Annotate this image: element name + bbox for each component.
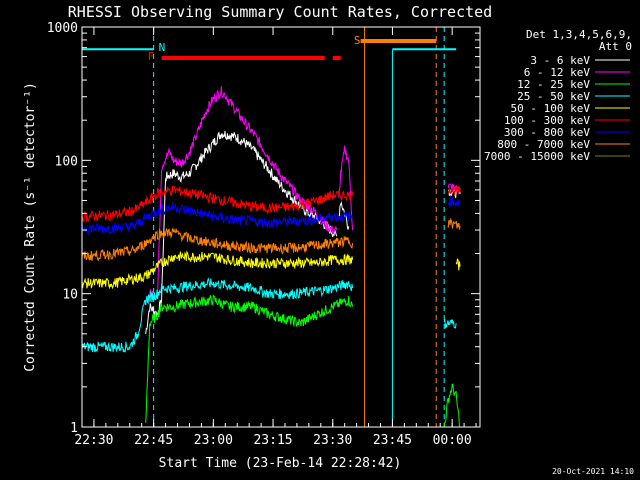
legend-entry: 3 - 6 keV	[530, 54, 590, 67]
series-line-7	[81, 227, 354, 262]
series-line-7	[447, 217, 461, 230]
series-line-4	[455, 258, 461, 271]
x-tick-label: 23:00	[194, 433, 233, 448]
legend-entry: 300 - 800 keV	[504, 126, 590, 139]
legend-entry: 50 - 100 keV	[511, 102, 591, 115]
series-line-5	[447, 185, 461, 196]
x-tick-label: 23:15	[253, 433, 292, 448]
legend-header: Att 0	[599, 40, 632, 53]
legend-entry: 100 - 300 keV	[504, 114, 590, 127]
y-tick-label: 10	[62, 288, 78, 303]
plot-data: NF S	[81, 27, 461, 428]
series-line-3	[443, 318, 457, 329]
series-line-4	[81, 250, 354, 290]
series-line-2	[443, 383, 461, 428]
series-line-0	[145, 130, 338, 334]
series-line-3	[81, 277, 354, 353]
state-flag-s: S	[354, 34, 361, 47]
y-tick-label: 1000	[47, 21, 78, 36]
legend-entry: 25 - 50 keV	[517, 90, 590, 103]
y-axis-label: Corrected Count Rate (s⁻¹ detector⁻¹)	[23, 82, 38, 372]
x-tick-label: 22:45	[134, 433, 173, 448]
x-tick-label: 23:45	[373, 433, 412, 448]
x-axis-label: Start Time (23-Feb-14 22:28:42)	[159, 456, 402, 471]
legend-entry: 7000 - 15000 keV	[484, 150, 590, 163]
axes: 22:30 22:45 23:00 23:15 23:30 23:45 00:00 1 10 10…	[47, 21, 480, 448]
series-line-2	[145, 294, 354, 423]
series-line-5	[81, 185, 354, 223]
x-tick-label: 23:30	[313, 433, 352, 448]
state-flag-f: F	[148, 50, 155, 63]
chart-title: RHESSI Observing Summary Count Rates, Co…	[68, 3, 492, 21]
series-line-6	[81, 202, 354, 236]
series-line-0	[338, 201, 350, 230]
x-tick-label: 00:00	[433, 433, 472, 448]
series-line-1	[145, 86, 338, 306]
footer-date: 20-Oct-2021 14:10	[552, 467, 634, 476]
legend-entry: 6 - 12 keV	[524, 66, 591, 79]
y-tick-label: 1	[70, 421, 78, 436]
state-flag-n: N	[159, 41, 166, 54]
x-tick-label: 22:30	[74, 433, 113, 448]
legend-entry: 12 - 25 keV	[517, 78, 590, 91]
legend-entry: 800 - 7000 keV	[497, 138, 590, 151]
series-line-6	[447, 195, 461, 208]
plot-frame	[81, 26, 481, 428]
legend-header: Det 1,3,4,5,6,9,	[526, 28, 632, 41]
series-line-1	[338, 145, 354, 231]
y-tick-label: 100	[55, 154, 78, 169]
